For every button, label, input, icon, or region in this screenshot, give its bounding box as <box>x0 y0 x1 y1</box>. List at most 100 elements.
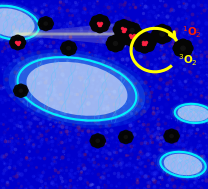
Point <box>87 66 90 69</box>
Point <box>106 16 109 19</box>
Point <box>55 80 58 83</box>
Point <box>171 125 175 128</box>
Point <box>138 26 142 29</box>
Point <box>83 58 86 61</box>
Point <box>43 164 46 167</box>
Point <box>22 93 25 96</box>
Point <box>113 61 117 64</box>
Point <box>11 156 15 159</box>
Point <box>110 156 114 159</box>
Point <box>120 167 123 170</box>
Point <box>28 50 31 53</box>
Point <box>129 57 132 60</box>
Point <box>151 162 154 165</box>
Point <box>156 67 159 70</box>
Point <box>63 139 67 143</box>
Point <box>156 170 159 173</box>
Point <box>95 122 99 125</box>
Point <box>64 179 67 182</box>
Point <box>19 70 22 73</box>
Point <box>107 25 110 28</box>
Point <box>99 179 102 182</box>
Point <box>129 169 132 172</box>
Point <box>106 103 109 106</box>
Point <box>14 36 17 40</box>
Point <box>156 137 159 140</box>
Point <box>42 57 46 60</box>
Point <box>170 61 173 64</box>
Point <box>91 134 95 137</box>
Point <box>138 151 142 154</box>
Point <box>67 58 71 61</box>
Point <box>160 44 164 47</box>
Point <box>10 171 14 174</box>
Point <box>4 170 7 173</box>
Point <box>44 129 47 132</box>
Point <box>83 69 86 72</box>
Point <box>199 94 203 97</box>
Point <box>62 43 66 46</box>
Point <box>180 120 183 123</box>
Point <box>204 104 207 107</box>
Point <box>135 180 139 183</box>
Polygon shape <box>17 23 121 45</box>
Point <box>37 73 40 76</box>
Point <box>183 174 186 177</box>
Circle shape <box>99 23 108 31</box>
Point <box>34 6 38 9</box>
Circle shape <box>123 29 132 37</box>
Point <box>106 23 109 26</box>
Point <box>60 125 63 128</box>
Point <box>177 122 181 125</box>
Point <box>63 149 67 152</box>
Point <box>193 167 196 170</box>
Point <box>176 96 179 99</box>
Point <box>108 2 111 5</box>
Point <box>47 19 50 22</box>
Point <box>185 162 189 165</box>
Point <box>138 22 141 25</box>
Point <box>166 115 170 119</box>
Circle shape <box>92 23 100 31</box>
Point <box>0 2 2 5</box>
Point <box>49 182 52 185</box>
Point <box>72 46 75 49</box>
Point <box>123 72 126 75</box>
Point <box>34 174 37 177</box>
Point <box>21 6 25 9</box>
Point <box>134 65 137 68</box>
Point <box>118 13 121 16</box>
Point <box>59 132 63 135</box>
Point <box>198 33 202 36</box>
Point <box>31 139 34 142</box>
Point <box>2 161 6 164</box>
Point <box>115 60 119 63</box>
Point <box>62 147 66 150</box>
Point <box>114 146 118 149</box>
Point <box>47 92 50 95</box>
Point <box>147 156 150 159</box>
Point <box>1 187 5 189</box>
Point <box>20 16 23 19</box>
Point <box>162 0 165 3</box>
Point <box>47 107 50 110</box>
Point <box>204 144 208 147</box>
Point <box>166 97 170 100</box>
Point <box>180 19 183 22</box>
Point <box>20 174 24 177</box>
Point <box>60 140 64 143</box>
Point <box>95 85 98 88</box>
Point <box>9 27 12 30</box>
Point <box>110 136 114 139</box>
Point <box>9 158 12 161</box>
Point <box>68 60 71 63</box>
Point <box>162 187 165 189</box>
Point <box>32 75 35 78</box>
Point <box>147 46 150 50</box>
Point <box>53 50 56 53</box>
Circle shape <box>179 49 187 57</box>
Point <box>184 80 187 83</box>
Point <box>203 176 207 179</box>
Point <box>114 55 117 58</box>
Point <box>96 130 99 133</box>
